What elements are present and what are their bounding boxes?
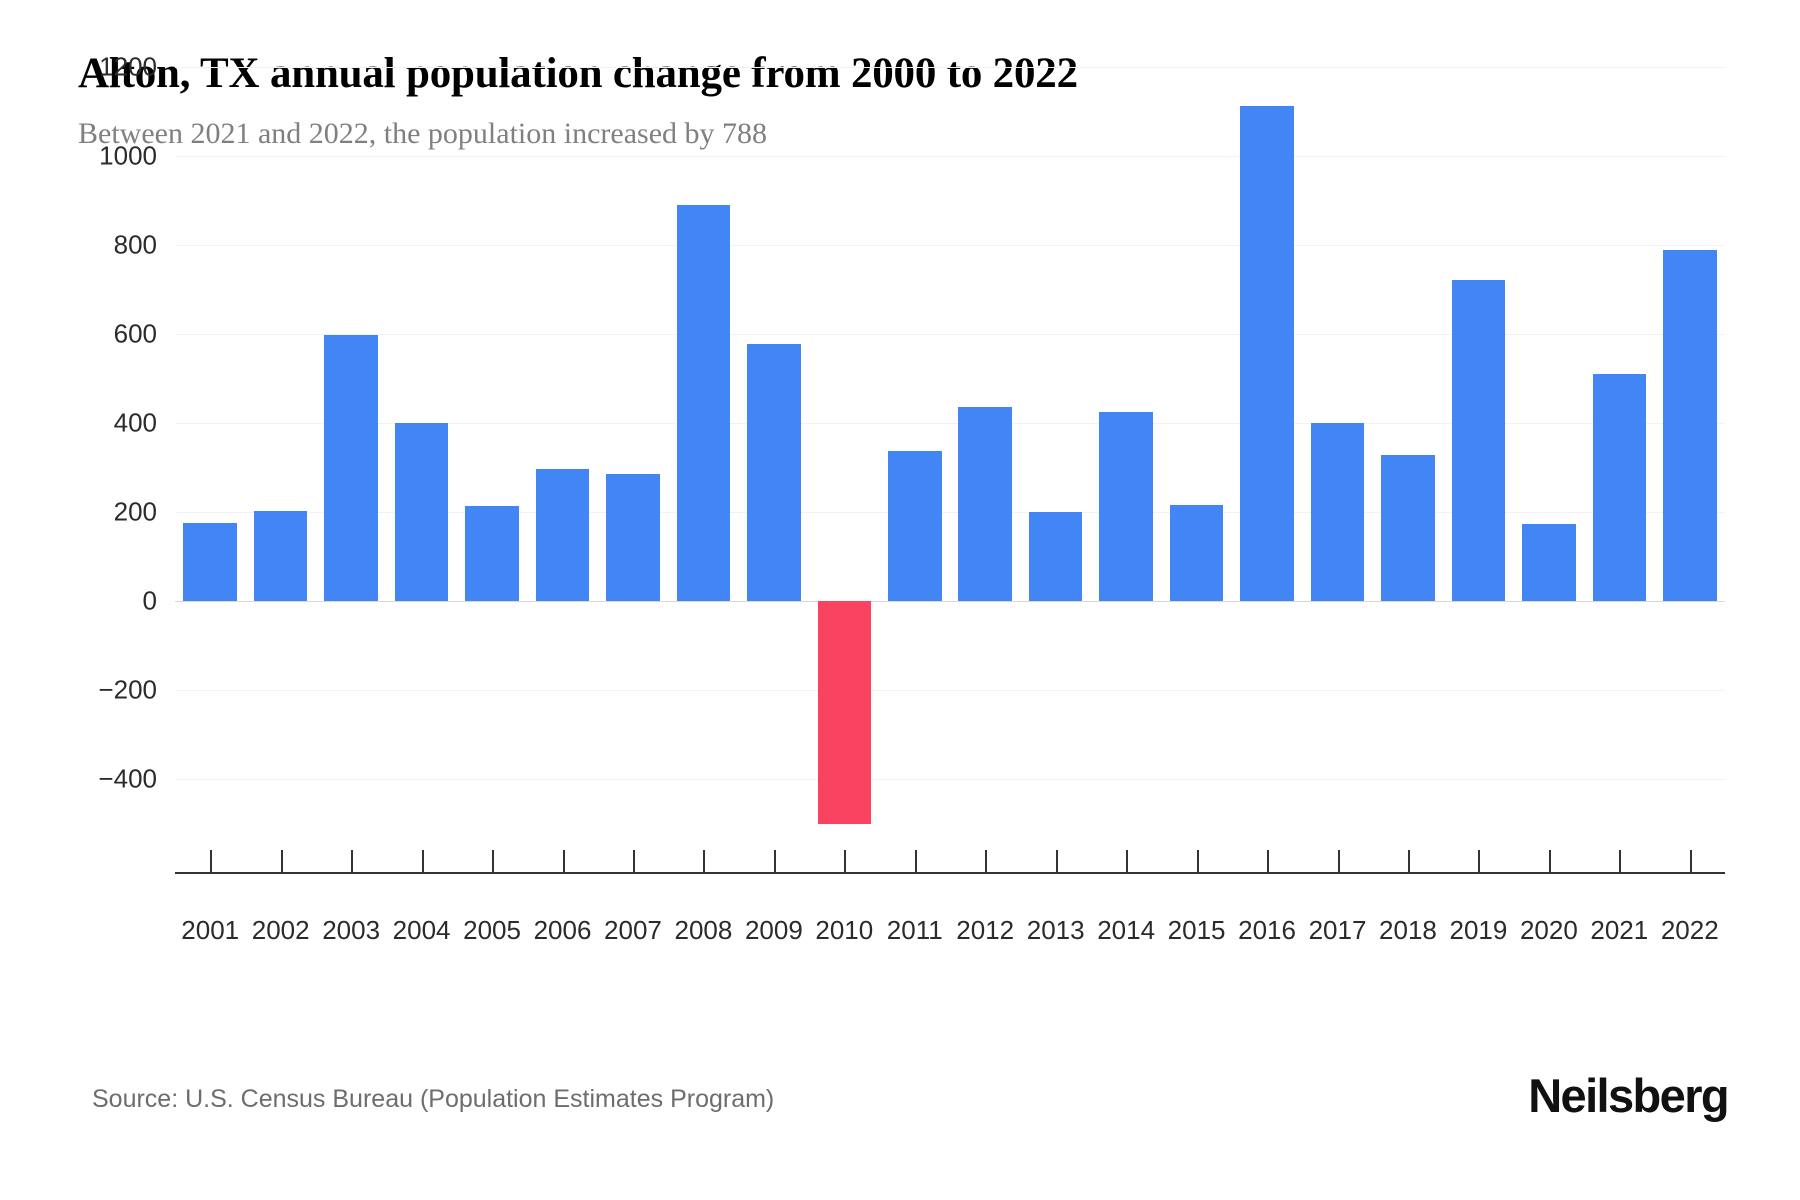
gridline (175, 245, 1725, 246)
x-axis-tick-label: 2001 (181, 915, 240, 945)
bar-2010[interactable] (817, 601, 872, 824)
x-axis-line (175, 872, 1725, 874)
y-axis-tick-label: 600 (113, 318, 157, 349)
bar-2014[interactable] (1099, 412, 1153, 601)
bar-2021[interactable] (1592, 374, 1647, 601)
y-axis-tick-label: −400 (98, 763, 157, 794)
x-axis-tick (1619, 850, 1622, 872)
gridline (175, 690, 1725, 691)
x-axis-tick (985, 850, 988, 872)
y-axis-tick-label: 1200 (99, 51, 157, 82)
y-axis-tick-label: 200 (113, 496, 157, 527)
zero-baseline (175, 601, 1725, 602)
bar-2015[interactable] (1169, 504, 1224, 601)
bar-2006[interactable] (535, 469, 590, 601)
x-axis-tick (1407, 850, 1410, 872)
y-axis-tick-label: 400 (113, 407, 157, 438)
x-axis-tick (1267, 850, 1270, 872)
gridline (175, 334, 1725, 335)
x-axis-tick (280, 850, 283, 872)
bar-2002[interactable] (253, 510, 308, 601)
chart-subtitle: Between 2021 and 2022, the population in… (78, 117, 768, 150)
bar-2004[interactable] (394, 423, 449, 601)
x-axis-tick-label: 2016 (1238, 915, 1296, 945)
bar-2005[interactable] (465, 506, 519, 601)
x-axis-tick-label: 2008 (674, 915, 733, 945)
x-axis-tick (492, 850, 495, 872)
gridline (175, 156, 1725, 157)
x-axis-tick (1548, 850, 1551, 872)
page-title: Alton, TX annual population change from … (78, 50, 1078, 97)
x-axis-tick (1055, 850, 1058, 872)
x-axis-tick-label: 2015 (1167, 915, 1226, 945)
x-axis-tick (1689, 850, 1692, 872)
x-axis-tick (210, 850, 213, 872)
y-axis-tick-label: 800 (113, 229, 157, 260)
x-axis-tick (1337, 850, 1340, 872)
bar-2022[interactable] (1663, 250, 1717, 601)
bar-2003[interactable] (324, 334, 378, 601)
x-axis-tick-label: 2005 (463, 915, 521, 945)
bar-2007[interactable] (606, 474, 660, 601)
x-axis-tick (562, 850, 565, 872)
x-axis-tick-label: 2011 (886, 915, 943, 945)
x-axis-tick-label: 2020 (1519, 915, 1578, 945)
x-axis-tick (421, 850, 424, 872)
x-axis-tick-label: 2003 (322, 915, 381, 945)
x-axis-tick-label: 2010 (815, 915, 874, 945)
x-axis-tick-label: 2019 (1449, 915, 1508, 945)
source-note: Source: U.S. Census Bureau (Population E… (92, 1085, 775, 1113)
x-axis-tick (914, 850, 917, 872)
bar-2009[interactable] (747, 343, 801, 601)
bar-2018[interactable] (1381, 455, 1435, 601)
brand-logo: Neilsberg (1528, 1069, 1729, 1122)
bar-2016[interactable] (1240, 105, 1294, 601)
x-axis-tick-label: 2007 (604, 915, 662, 945)
bar-2020[interactable] (1522, 524, 1576, 601)
gridline (175, 779, 1725, 780)
x-axis-tick (1196, 850, 1199, 872)
x-axis-tick-label: 2012 (956, 915, 1015, 945)
x-axis-tick-label: 2022 (1660, 915, 1719, 945)
x-axis-tick (632, 850, 635, 872)
x-axis-tick (1478, 850, 1481, 872)
x-axis-tick-label: 2013 (1026, 915, 1085, 945)
bar-2001[interactable] (183, 522, 237, 601)
x-axis-tick (703, 850, 706, 872)
bar-2008[interactable] (676, 204, 731, 601)
x-axis-tick-label: 2021 (1590, 915, 1649, 945)
gridline (175, 512, 1725, 513)
x-axis-tick-label: 2017 (1308, 915, 1367, 945)
gridline (175, 67, 1725, 68)
x-axis-tick-label: 2009 (744, 915, 803, 945)
y-axis-tick-label: 0 (142, 585, 157, 616)
bar-2017[interactable] (1310, 423, 1365, 601)
x-axis-tick-label: 2004 (392, 915, 451, 945)
bar-2013[interactable] (1028, 512, 1083, 601)
x-axis-tick (351, 850, 354, 872)
bar-2019[interactable] (1451, 279, 1506, 601)
x-axis-tick (844, 850, 847, 872)
chart-header: Alton, TX annual population change from … (78, 48, 1728, 153)
x-axis-tick-label: 2014 (1097, 915, 1156, 945)
x-axis-tick (1126, 850, 1129, 872)
x-axis-tick-label: 2006 (533, 915, 592, 945)
gridline (175, 423, 1725, 424)
bar-2011[interactable] (888, 451, 942, 601)
x-axis-tick-label: 2002 (251, 915, 310, 945)
x-axis-tick-label: 2018 (1379, 915, 1437, 945)
y-axis-tick-label: 1000 (99, 140, 157, 171)
y-axis-tick-label: −200 (98, 674, 157, 705)
bar-2012[interactable] (958, 407, 1012, 601)
x-axis-tick (773, 850, 776, 872)
